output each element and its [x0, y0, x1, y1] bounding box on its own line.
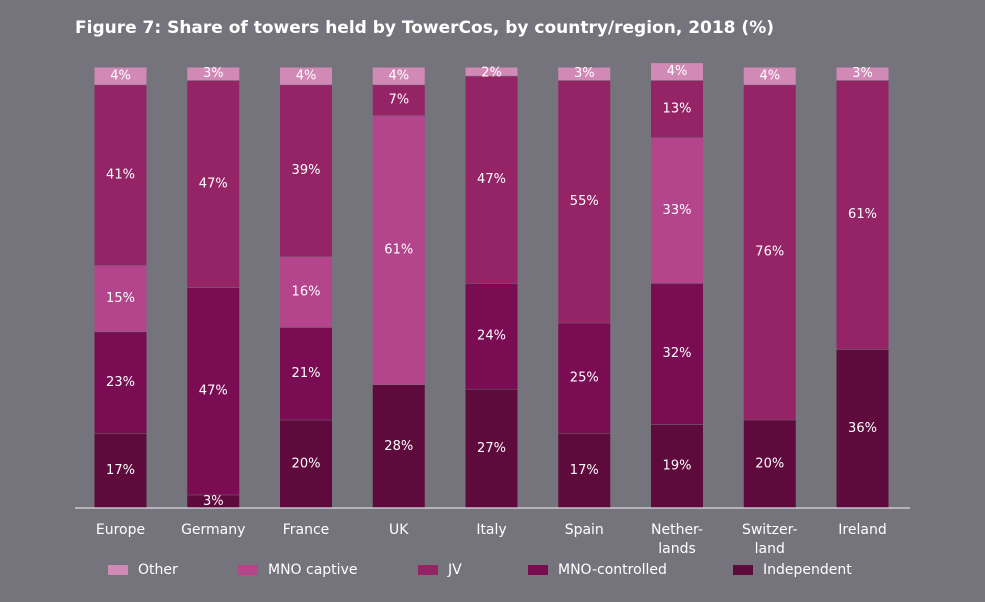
data-label-uk-independent: 28% — [384, 439, 413, 454]
data-label-france-independent: 20% — [292, 456, 321, 471]
bar-segment-nether-lands-mno-controlled — [651, 283, 703, 425]
data-label-uk-other: 4% — [388, 68, 409, 83]
data-label-spain-jv: 55% — [570, 194, 599, 209]
data-label-nether-lands-jv: 13% — [663, 101, 692, 116]
legend-swatch-mno-controlled — [528, 565, 548, 575]
data-label-nether-lands-mno-controlled: 32% — [663, 346, 692, 361]
bar-segment-uk-mno-captive — [372, 115, 425, 385]
bar-segment-france-mno-captive — [280, 256, 332, 328]
x-tick-label-france: France — [283, 522, 330, 538]
bar-segment-germany-mno-controlled — [187, 287, 240, 495]
data-label-spain-other: 3% — [574, 66, 595, 81]
bar-segment-ireland-other — [836, 67, 889, 81]
bar-segment-italy-independent — [465, 388, 518, 508]
bar-segment-switzer-land-other — [743, 67, 796, 85]
bar-segment-europe-other — [94, 67, 147, 85]
data-label-italy-independent: 27% — [477, 441, 506, 456]
bar-segment-uk-independent — [372, 384, 425, 508]
data-label-france-other: 4% — [296, 68, 317, 83]
data-label-france-jv: 39% — [292, 163, 321, 178]
bar-segment-spain-mno-controlled — [558, 322, 611, 434]
data-label-switzer-land-other: 4% — [759, 68, 780, 83]
data-label-spain-mno-controlled: 25% — [570, 370, 599, 385]
x-axis-labels: Europe Germany France UK Italy Spain Nether-la… — [96, 522, 887, 557]
bar-segment-ireland-jv — [836, 80, 889, 350]
data-label-italy-other: 2% — [481, 66, 502, 81]
bar-segment-nether-lands-mno-captive — [651, 137, 703, 284]
x-tick-label-germany: Germany — [181, 522, 245, 538]
bar-segment-ireland-independent — [836, 349, 889, 508]
bar-segment-italy-other — [465, 67, 518, 76]
legend: Other MNO captive JV MNO-controlled Independ… — [108, 562, 852, 578]
bar-segment-germany-independent — [187, 494, 240, 508]
bars-group: 17% 23% 15% 41% 4% 3% 47% 47% 3% 20% 21% 16% 39% 4% 28… — [94, 62, 889, 509]
data-label-france-mno-controlled: 21% — [292, 366, 321, 381]
data-label-france-mno-captive: 16% — [292, 284, 321, 299]
legend-label-mno-captive: MNO captive — [268, 562, 357, 578]
legend-label-independent: Independent — [763, 562, 852, 578]
legend-label-mno-controlled: MNO-controlled — [558, 562, 667, 578]
data-label-switzer-land-jv: 76% — [755, 245, 784, 260]
legend-swatch-independent — [733, 565, 753, 575]
chart-title: Figure 7: Share of towers held by TowerC… — [75, 18, 775, 38]
bar-segment-italy-mno-controlled — [465, 283, 518, 389]
data-label-germany-other: 3% — [203, 66, 224, 81]
data-label-ireland-jv: 61% — [848, 207, 877, 222]
data-label-spain-independent: 17% — [570, 463, 599, 478]
bar-segment-nether-lands-jv — [651, 80, 703, 138]
data-label-europe-other: 4% — [110, 68, 131, 83]
data-label-europe-independent: 17% — [106, 463, 135, 478]
bar-segment-uk-jv — [372, 84, 425, 116]
bar-segment-italy-jv — [465, 75, 518, 284]
bar-segment-spain-jv — [558, 80, 611, 323]
data-label-italy-mno-controlled: 24% — [477, 329, 506, 344]
data-label-europe-mno-captive: 15% — [106, 291, 135, 306]
bar-segment-spain-independent — [558, 433, 611, 508]
bar-segment-nether-lands-other — [651, 62, 703, 81]
data-label-nether-lands-other: 4% — [667, 64, 688, 79]
bar-segment-europe-jv — [94, 84, 147, 266]
bar-segment-france-mno-controlled — [280, 327, 332, 420]
x-tick-label-spain: Spain — [565, 522, 604, 538]
data-label-ireland-other: 3% — [852, 66, 873, 81]
data-label-nether-lands-mno-captive: 33% — [663, 203, 692, 218]
data-label-ireland-independent: 36% — [848, 421, 877, 436]
bar-segment-spain-other — [558, 67, 611, 81]
bar-segment-germany-jv — [187, 80, 240, 288]
data-label-europe-mno-controlled: 23% — [106, 375, 135, 390]
data-label-nether-lands-independent: 19% — [663, 459, 692, 474]
x-tick-label-uk: UK — [389, 522, 409, 538]
bar-segment-switzer-land-jv — [743, 84, 796, 420]
bar-segment-nether-lands-independent — [651, 424, 703, 508]
data-label-germany-jv: 47% — [199, 176, 228, 191]
x-tick-label-switzer-land: Switzer-land — [742, 522, 798, 557]
bar-segment-europe-independent — [94, 433, 147, 508]
bar-segment-switzer-land-independent — [743, 419, 796, 508]
data-label-europe-jv: 41% — [106, 168, 135, 183]
x-tick-label-ireland: Ireland — [838, 522, 886, 538]
x-tick-label-nether-lands: Nether-lands — [651, 522, 703, 557]
data-label-uk-mno-captive: 61% — [384, 243, 413, 258]
bar-segment-germany-other — [187, 67, 240, 81]
x-tick-label-italy: Italy — [476, 522, 506, 538]
legend-swatch-other — [108, 565, 128, 575]
data-label-uk-jv: 7% — [388, 93, 409, 108]
bar-segment-france-other — [280, 67, 332, 85]
legend-swatch-jv — [418, 565, 438, 575]
bar-segment-france-jv — [280, 84, 332, 257]
x-tick-label-europe: Europe — [96, 522, 145, 538]
data-label-germany-independent: 3% — [203, 494, 224, 509]
bar-segment-uk-other — [372, 67, 425, 85]
legend-swatch-mno-captive — [238, 565, 258, 575]
legend-label-other: Other — [138, 562, 178, 578]
bar-segment-europe-mno-captive — [94, 265, 147, 332]
data-label-switzer-land-independent: 20% — [755, 456, 784, 471]
legend-label-jv: JV — [447, 562, 462, 578]
data-label-germany-mno-controlled: 47% — [199, 384, 228, 399]
data-label-italy-jv: 47% — [477, 172, 506, 187]
bar-segment-europe-mno-controlled — [94, 331, 147, 434]
bar-segment-france-independent — [280, 419, 332, 508]
